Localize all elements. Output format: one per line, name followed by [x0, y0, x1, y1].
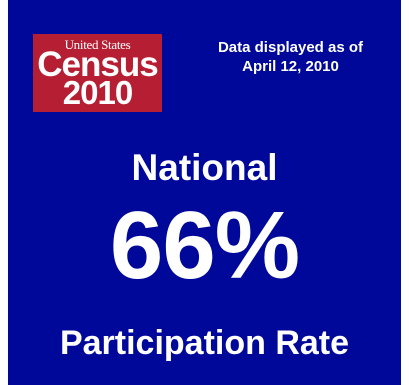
logo-text-united-states: United States	[64, 37, 131, 52]
as-of-line-1: Data displayed as of	[217, 39, 364, 56]
logo-text-year: 2010	[62, 74, 133, 111]
census-2010-logo: United States Census 2010	[33, 34, 162, 112]
participation-rate-value: 66%	[109, 192, 300, 299]
logo-text-census: Census	[37, 45, 158, 84]
as-of-date: April 12, 2010	[242, 58, 339, 75]
scope-heading: National	[131, 147, 278, 188]
participation-rate-caption: Participation Rate	[59, 324, 350, 362]
participation-rate-widget: United States Census 2010 Data displayed…	[8, 0, 401, 385]
data-as-of-note: Data displayed as of April 12, 2010	[198, 38, 383, 76]
